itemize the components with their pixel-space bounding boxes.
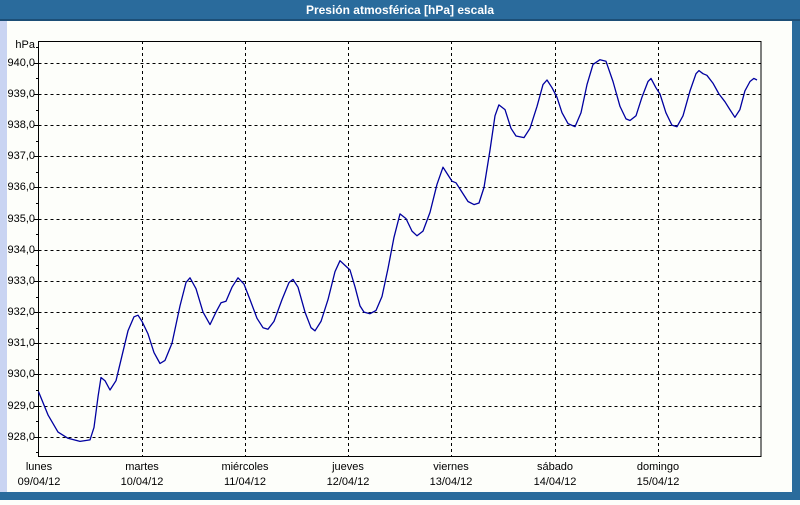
- window-frame-left: [0, 21, 7, 492]
- y-axis-tick-label: 934,0: [7, 244, 35, 256]
- x-axis-day-name: miércoles: [221, 461, 269, 473]
- y-axis-tick-label: 933,0: [7, 275, 35, 287]
- pressure-line-series: [37, 59, 758, 443]
- y-axis-tick-label: 939,0: [7, 88, 35, 100]
- y-axis-tick-label: 928,0: [7, 431, 35, 443]
- x-axis-day-date: 15/04/12: [636, 476, 680, 488]
- x-axis-day-name: domingo: [636, 461, 680, 473]
- x-axis-day-date: 14/04/12: [533, 476, 577, 488]
- y-axis-tick-label: 929,0: [7, 400, 35, 412]
- y-axis-tick-label: 930,0: [7, 368, 35, 380]
- y-axis-tick-label: 931,0: [7, 337, 35, 349]
- y-axis-tick-label: 938,0: [7, 119, 35, 131]
- x-axis-day-date: 13/04/12: [429, 476, 473, 488]
- window-title: Presión atmosférica [hPa] escala: [305, 2, 495, 17]
- x-axis-day-name: lunes: [25, 461, 53, 473]
- x-axis-day-date: 11/04/12: [223, 476, 266, 488]
- y-axis-tick-label: 936,0: [7, 181, 35, 193]
- window-frame-bottom: [0, 492, 800, 500]
- x-axis-day-name: martes: [125, 461, 159, 473]
- x-axis-day-name: sábado: [536, 461, 574, 473]
- title-bar: Presión atmosférica [hPa] escala: [0, 0, 800, 21]
- window-frame-right: [792, 21, 800, 492]
- x-axis-day-name: viernes: [433, 461, 469, 473]
- x-axis-day-date: 10/04/12: [120, 476, 164, 488]
- y-axis-tick-label: 932,0: [7, 306, 35, 318]
- y-axis-tick-label: 937,0: [7, 150, 35, 162]
- x-axis-day-name: jueves: [332, 461, 364, 473]
- y-axis-unit-label: hPa: [15, 39, 35, 51]
- x-axis-day-date: 12/04/12: [326, 476, 370, 488]
- y-axis-tick-label: 940,0: [7, 57, 35, 69]
- plot-border: [38, 41, 762, 457]
- x-axis-day-date: 09/04/12: [17, 476, 61, 488]
- y-axis-tick-label: 935,0: [7, 213, 35, 225]
